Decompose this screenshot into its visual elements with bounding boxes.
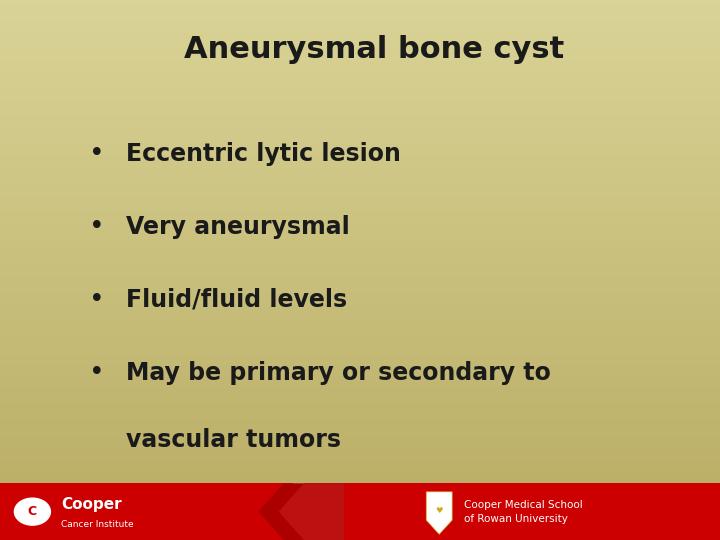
Text: vascular tumors: vascular tumors	[126, 428, 341, 452]
Text: C: C	[28, 505, 37, 518]
Text: Fluid/fluid levels: Fluid/fluid levels	[126, 288, 347, 312]
Text: Aneurysmal bone cyst: Aneurysmal bone cyst	[184, 35, 564, 64]
Text: Cooper Medical School
of Rowan University: Cooper Medical School of Rowan Universit…	[464, 500, 583, 524]
Text: Eccentric lytic lesion: Eccentric lytic lesion	[126, 142, 401, 166]
Text: •: •	[89, 360, 105, 386]
Text: ♥: ♥	[436, 506, 443, 515]
Bar	[0, 483, 720, 540]
Text: •: •	[89, 287, 105, 313]
Polygon shape	[426, 492, 452, 535]
Polygon shape	[279, 483, 344, 540]
Text: Cancer Institute: Cancer Institute	[61, 520, 134, 529]
Text: May be primary or secondary to: May be primary or secondary to	[126, 361, 551, 384]
Bar	[294, 483, 304, 540]
Polygon shape	[258, 483, 324, 540]
Text: Cooper: Cooper	[61, 497, 122, 512]
Text: •: •	[89, 214, 105, 240]
Circle shape	[14, 498, 50, 525]
Text: •: •	[89, 141, 105, 167]
Text: Very aneurysmal: Very aneurysmal	[126, 215, 350, 239]
